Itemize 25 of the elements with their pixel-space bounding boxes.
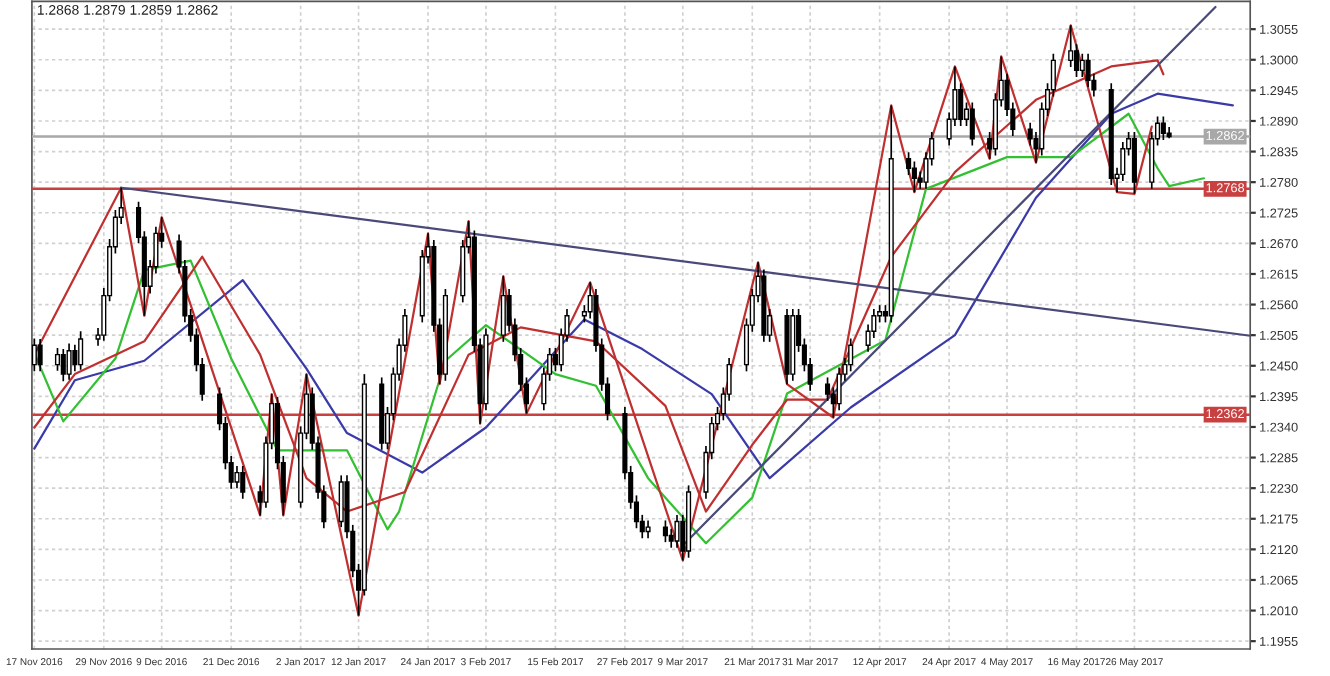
line-series: [33, 112, 1205, 545]
candlestick: [1131, 131, 1137, 195]
candlestick: [1079, 52, 1085, 78]
candlestick: [54, 347, 61, 372]
candlestick: [31, 337, 37, 373]
candlestick: [836, 366, 842, 412]
candlestick: [1068, 24, 1074, 68]
candlestick: [662, 519, 668, 543]
candlestick: [240, 465, 246, 500]
candlestick: [500, 275, 506, 343]
candlestick: [674, 514, 680, 549]
candlestick: [37, 338, 43, 373]
candlestick: [848, 337, 854, 373]
candlestick: [234, 465, 240, 490]
candlestick: [1085, 52, 1091, 88]
candlestick: [66, 342, 72, 381]
candlestick: [78, 330, 84, 371]
candlestick: [60, 348, 66, 383]
candlestick: [668, 527, 674, 549]
candlestick: [969, 101, 975, 147]
candlestick: [1160, 115, 1166, 141]
candlestick: [338, 474, 344, 528]
candlestick: [958, 82, 964, 127]
candlestick: [911, 160, 917, 194]
candlestick: [72, 343, 78, 373]
